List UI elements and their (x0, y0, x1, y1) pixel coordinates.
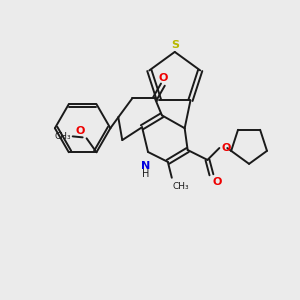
Text: O: O (158, 73, 168, 82)
Text: O: O (212, 177, 222, 187)
Text: N: N (141, 161, 151, 171)
Text: CH₃: CH₃ (54, 132, 71, 141)
Text: H: H (142, 169, 150, 179)
Text: O: O (75, 126, 85, 136)
Text: O: O (221, 143, 231, 153)
Text: S: S (171, 40, 179, 50)
Text: CH₃: CH₃ (173, 182, 189, 191)
